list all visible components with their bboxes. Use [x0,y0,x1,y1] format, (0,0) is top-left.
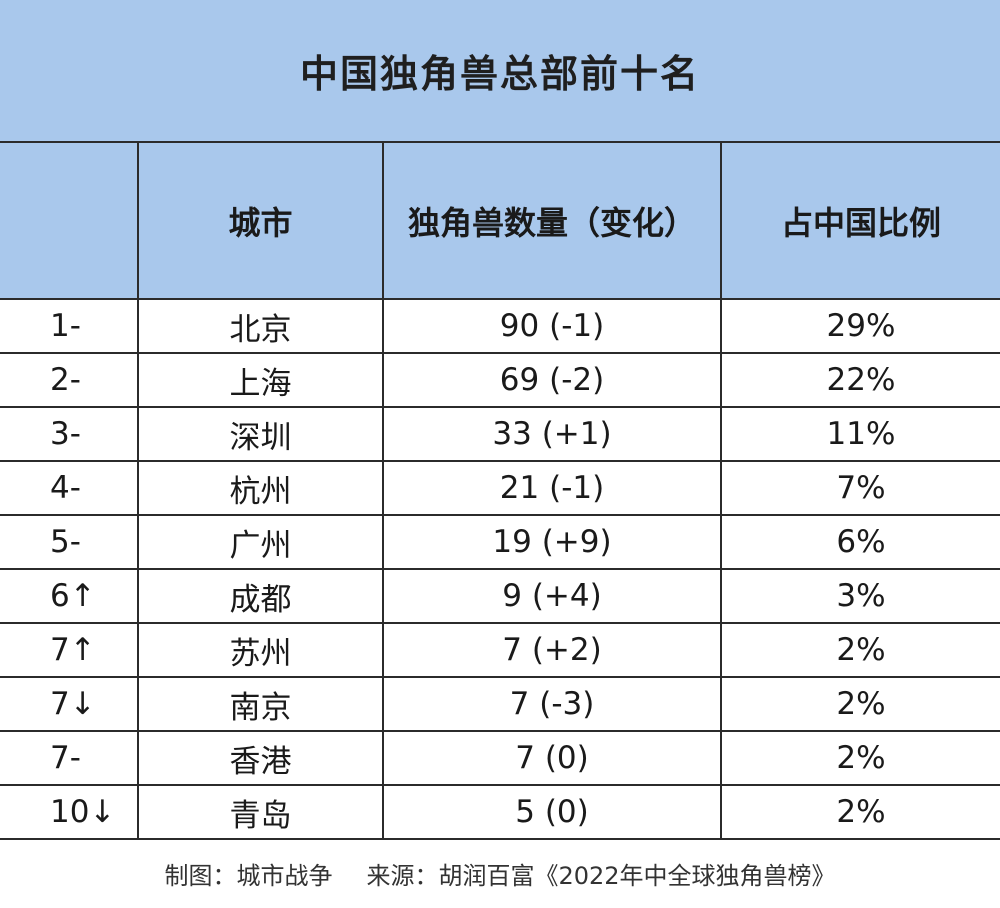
header-count: 独角兽数量（变化） [382,143,722,300]
header-share: 占中国比例 [720,143,1000,300]
page-title: 中国独角兽总部前十名 [299,52,700,96]
rank-cell: 7↓ [0,676,139,732]
ranking-body: 1- 北京 90 (-1) 29% 2- 上海 69 (-2) 22% 3- 深圳 33 (+1) 1… [0,298,1000,840]
share-cell: 6% [720,514,1000,570]
title-band: 中国独角兽总部前十名 [0,0,1000,143]
source-note: 制图：城市战争 来源：胡润百富《2022年中全球独角兽榜》 [0,838,1000,908]
rank-cell: 4- [0,460,139,516]
share-cell: 2% [720,784,1000,840]
count-cell: 9 (+4) [382,568,722,624]
city-cell: 青岛 [137,784,384,840]
count-cell: 90 (-1) [382,298,722,354]
rank-cell: 2- [0,352,139,408]
share-cell: 22% [720,352,1000,408]
count-cell: 5 (0) [382,784,722,840]
share-cell: 11% [720,406,1000,462]
share-cell: 2% [720,730,1000,786]
table-row: 5- 广州 19 (+9) 6% [0,514,1000,570]
table-row: 10↓ 青岛 5 (0) 2% [0,784,1000,840]
city-cell: 北京 [137,298,384,354]
table-row: 2- 上海 69 (-2) 22% [0,352,1000,408]
count-cell: 7 (+2) [382,622,722,678]
rank-cell: 3- [0,406,139,462]
city-cell: 广州 [137,514,384,570]
rank-cell: 1- [0,298,139,354]
rank-cell: 5- [0,514,139,570]
share-cell: 2% [720,622,1000,678]
share-cell: 3% [720,568,1000,624]
count-cell: 7 (0) [382,730,722,786]
table-row: 4- 杭州 21 (-1) 7% [0,460,1000,516]
count-cell: 7 (-3) [382,676,722,732]
count-cell: 21 (-1) [382,460,722,516]
table-row: 7↓ 南京 7 (-3) 2% [0,676,1000,732]
city-cell: 杭州 [137,460,384,516]
chart-maker: 制图：城市战争 [164,861,333,890]
table-row: 7- 香港 7 (0) 2% [0,730,1000,786]
rank-cell: 7↑ [0,622,139,678]
city-cell: 上海 [137,352,384,408]
table-row: 6↑ 成都 9 (+4) 3% [0,568,1000,624]
share-cell: 29% [720,298,1000,354]
share-cell: 2% [720,676,1000,732]
city-cell: 深圳 [137,406,384,462]
ranking-table: 城市 独角兽数量（变化） 占中国比例 1- 北京 90 (-1) 29% 2- 上海 69 … [0,143,1000,840]
count-cell: 33 (+1) [382,406,722,462]
city-cell: 苏州 [137,622,384,678]
city-cell: 南京 [137,676,384,732]
header-rank [0,143,139,300]
share-cell: 7% [720,460,1000,516]
rank-cell: 6↑ [0,568,139,624]
count-cell: 69 (-2) [382,352,722,408]
table-row: 1- 北京 90 (-1) 29% [0,298,1000,354]
city-cell: 成都 [137,568,384,624]
data-source: 来源：胡润百富《2022年中全球独角兽榜》 [366,861,836,890]
count-cell: 19 (+9) [382,514,722,570]
city-cell: 香港 [137,730,384,786]
table-row: 7↑ 苏州 7 (+2) 2% [0,622,1000,678]
header-row: 城市 独角兽数量（变化） 占中国比例 [0,143,1000,300]
header-city: 城市 [137,143,384,300]
table-row: 3- 深圳 33 (+1) 11% [0,406,1000,462]
rank-cell: 7- [0,730,139,786]
rank-cell: 10↓ [0,784,139,840]
